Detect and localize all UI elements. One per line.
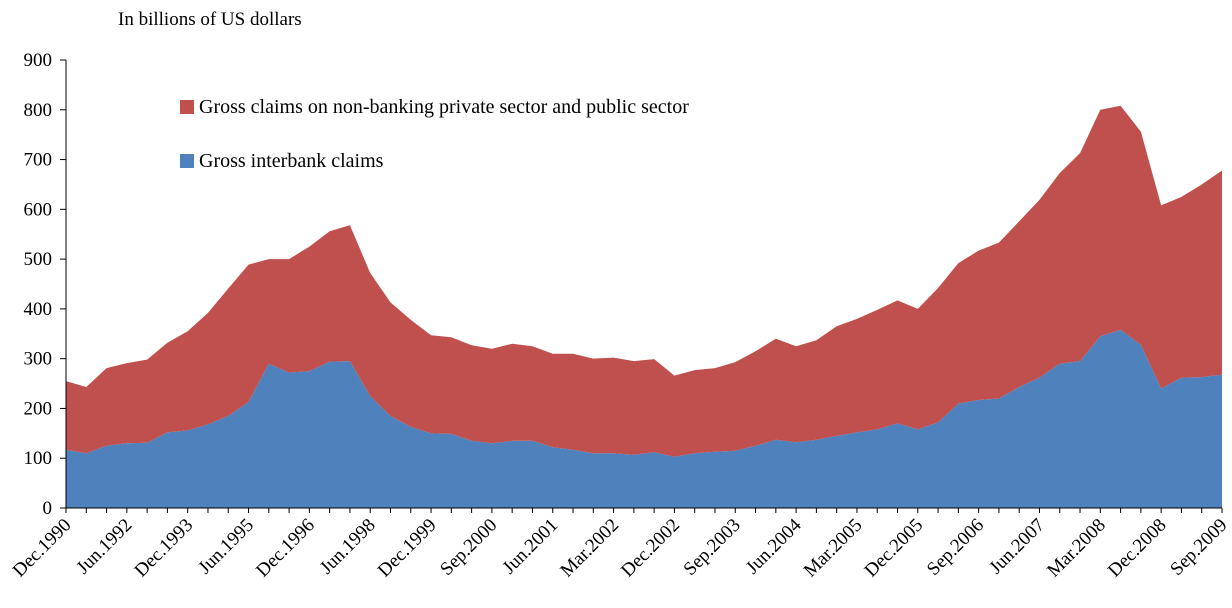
legend-label-1: Gross claims on non-banking private sect… [199,96,689,118]
x-tick-label: Dec.2005 [861,515,928,582]
legend-label-0: Gross interbank claims [199,150,384,172]
y-tick-label: 800 [24,100,53,121]
x-tick-label: Mar.2005 [800,515,867,582]
x-tick-label: Jun.1998 [316,515,380,579]
x-tick-label: Mar.2008 [1043,515,1110,582]
y-tick-label: 700 [24,150,53,171]
y-tick-label: 900 [24,50,53,71]
legend-swatch-0 [180,154,194,168]
x-tick-label: Dec.2008 [1104,515,1171,582]
x-tick-label: Dec.1999 [374,515,441,582]
x-tick-label: Sep.2009 [1166,515,1231,580]
x-tick-label: Jun.1995 [194,515,258,579]
x-tick-label: Jun.2007 [985,515,1049,579]
x-tick-label: Sep.2000 [436,515,501,580]
x-tick-label: Jun.2001 [499,515,563,579]
area-layer [66,105,1222,508]
x-tick-label: Sep.2006 [923,515,988,580]
x-tick-label: Dec.1993 [131,515,198,582]
legend-swatch-1 [180,100,194,114]
x-tick-label: Sep.2003 [680,515,745,580]
x-tick-label: Dec.1996 [252,515,319,582]
y-axis-unit-label: In billions of US dollars [118,9,302,30]
x-tick-label: Jun.2004 [742,514,806,578]
y-tick-label: 100 [24,448,53,469]
y-tick-label: 500 [24,249,53,270]
legend: Gross claims on non-banking private sect… [180,96,689,172]
series-area-0 [66,329,1222,508]
x-tick-label: Jun.1992 [73,515,137,579]
x-tick-label: Dec.2002 [617,515,684,582]
x-tick-label: Mar.2002 [556,515,623,582]
y-tick-label: 600 [24,199,53,220]
series-area-1 [66,105,1222,457]
y-tick-label: 300 [24,349,53,370]
y-tick-label: 400 [24,299,53,320]
x-tick-label: Dec.1990 [9,515,76,582]
y-tick-label: 200 [24,398,53,419]
y-tick-label: 0 [43,498,53,519]
